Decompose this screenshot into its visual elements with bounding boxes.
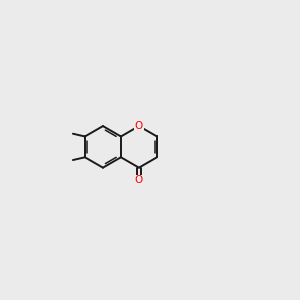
Text: O: O xyxy=(135,121,143,131)
Text: O: O xyxy=(135,176,143,185)
